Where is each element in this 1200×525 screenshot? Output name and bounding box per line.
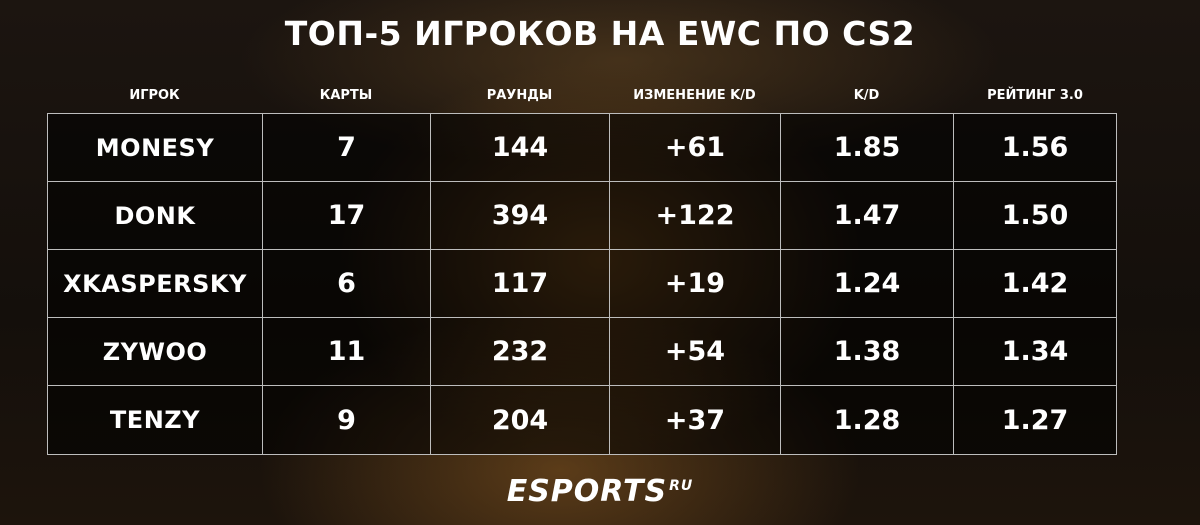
stat-cell: 394 (431, 182, 610, 250)
stat-cell: 11 (263, 318, 431, 386)
stat-cell: 117 (431, 250, 610, 318)
logo-suffix: RU (669, 478, 694, 494)
stat-cell: 7 (263, 114, 431, 182)
stat-cell: 1.34 (954, 318, 1116, 386)
table: MONESY 7 144 +61 1.85 1.56 DONK 17 394 +122 1.47 1.… (47, 113, 1117, 455)
stat-cell: 232 (431, 318, 610, 386)
logo: ESPORTS RU (0, 474, 1200, 509)
stat-cell: 1.56 (954, 114, 1116, 182)
stat-cell: 1.85 (781, 114, 954, 182)
logo-name: ESPORTS (506, 474, 668, 509)
stat-cell: 6 (263, 250, 431, 318)
stat-cell: 144 (431, 114, 610, 182)
stat-cell: 1.28 (781, 386, 954, 454)
title: ТОП-5 ИГРОКОВ НА EWC ПО CS2 (284, 14, 916, 53)
stat-cell: +19 (610, 250, 781, 318)
column-header: РАУНДЫ (486, 88, 553, 103)
stat-cell: 204 (431, 386, 610, 454)
player-name: TENZY (48, 386, 263, 454)
stat-cell: 17 (263, 182, 431, 250)
stat-cell: +54 (610, 318, 781, 386)
stat-cell: 9 (263, 386, 431, 454)
column-header: ИЗМЕНЕНИЕ K/D (633, 88, 756, 103)
column-header: КАРТЫ (319, 88, 373, 103)
player-name: XKASPERSKY (48, 250, 263, 318)
stat-cell: 1.38 (781, 318, 954, 386)
stat-cell: 1.27 (954, 386, 1116, 454)
player-name: MONESY (48, 114, 263, 182)
player-name: ZYWOO (48, 318, 263, 386)
column-header: ИГРОК (129, 88, 180, 103)
stat-cell: 1.47 (781, 182, 954, 250)
player-name: DONK (48, 182, 263, 250)
stat-cell: 1.42 (954, 250, 1116, 318)
stat-cell: +37 (610, 386, 781, 454)
stat-cell: 1.50 (954, 182, 1116, 250)
column-header: РЕЙТИНГ 3.0 (987, 88, 1083, 103)
stat-cell: +61 (610, 114, 781, 182)
stat-cell: 1.24 (781, 250, 954, 318)
column-header: K/D (853, 88, 880, 103)
stat-cell: +122 (610, 182, 781, 250)
